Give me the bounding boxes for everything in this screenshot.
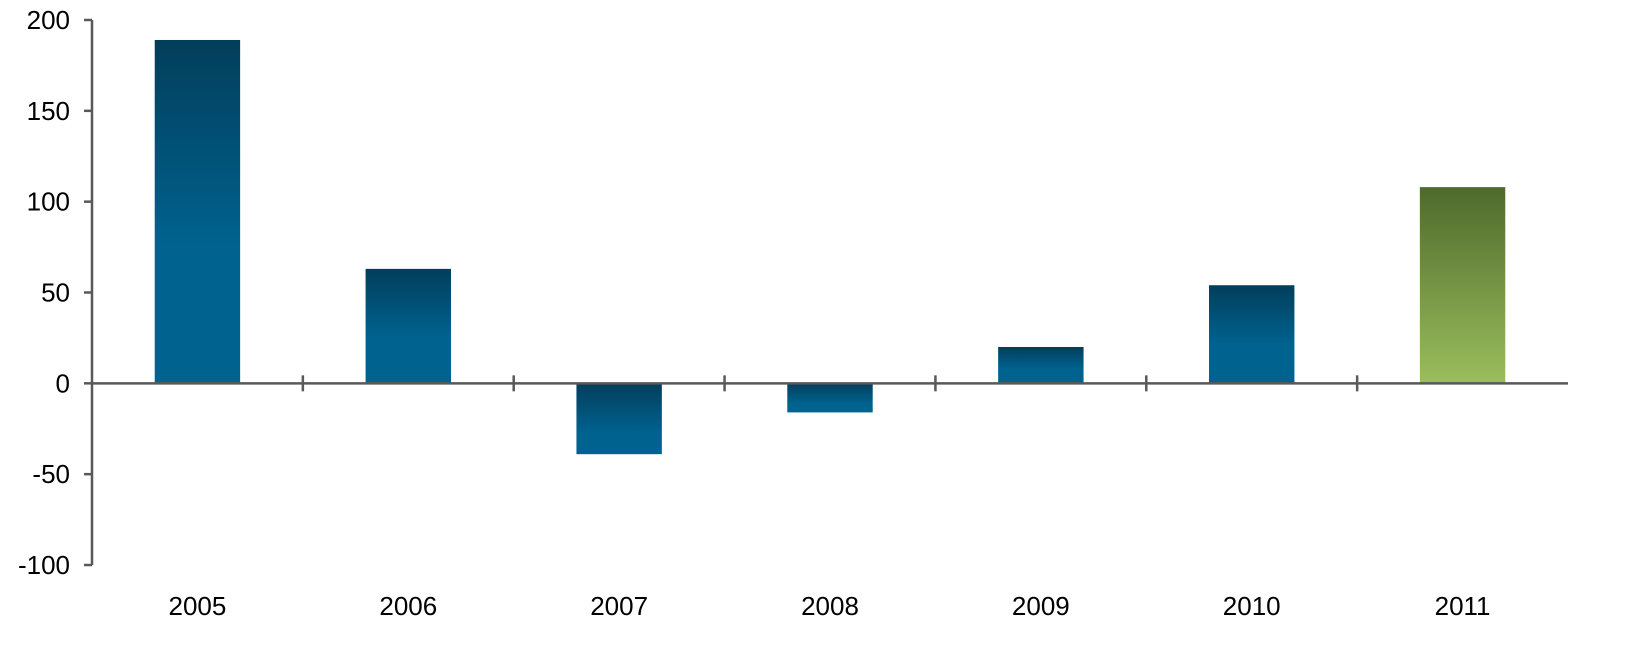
x-tick-label: 2010 xyxy=(1223,591,1281,621)
y-tick-label: 200 xyxy=(27,5,70,35)
bar-2008 xyxy=(787,383,873,413)
bar-2005 xyxy=(154,39,241,384)
x-axis: 2005 2006 2007 2008 2009 2010 2011 xyxy=(92,375,1568,621)
bar-2010 xyxy=(1209,285,1295,384)
bars-group xyxy=(154,39,1506,455)
x-tick-label: 2011 xyxy=(1435,591,1491,621)
x-tick-label: 2005 xyxy=(169,591,227,621)
bar-2006 xyxy=(365,268,451,384)
y-tick-label: 150 xyxy=(27,96,70,126)
y-tick-label: 100 xyxy=(27,187,70,217)
bar-2011 xyxy=(1419,187,1506,384)
x-tick-label: 2008 xyxy=(801,591,859,621)
x-tick-label: 2009 xyxy=(1012,591,1070,621)
y-tick-label: 50 xyxy=(41,278,70,308)
y-tick-label: -50 xyxy=(32,459,70,489)
x-tick-label: 2006 xyxy=(379,591,437,621)
bar-2009 xyxy=(998,347,1084,384)
bar-2007 xyxy=(576,383,662,455)
y-tick-label: -100 xyxy=(18,550,70,580)
x-tick-label: 2007 xyxy=(590,591,648,621)
y-tick-label: 0 xyxy=(56,368,70,398)
y-axis: 200 150 100 50 0 -50 -100 xyxy=(18,5,94,580)
